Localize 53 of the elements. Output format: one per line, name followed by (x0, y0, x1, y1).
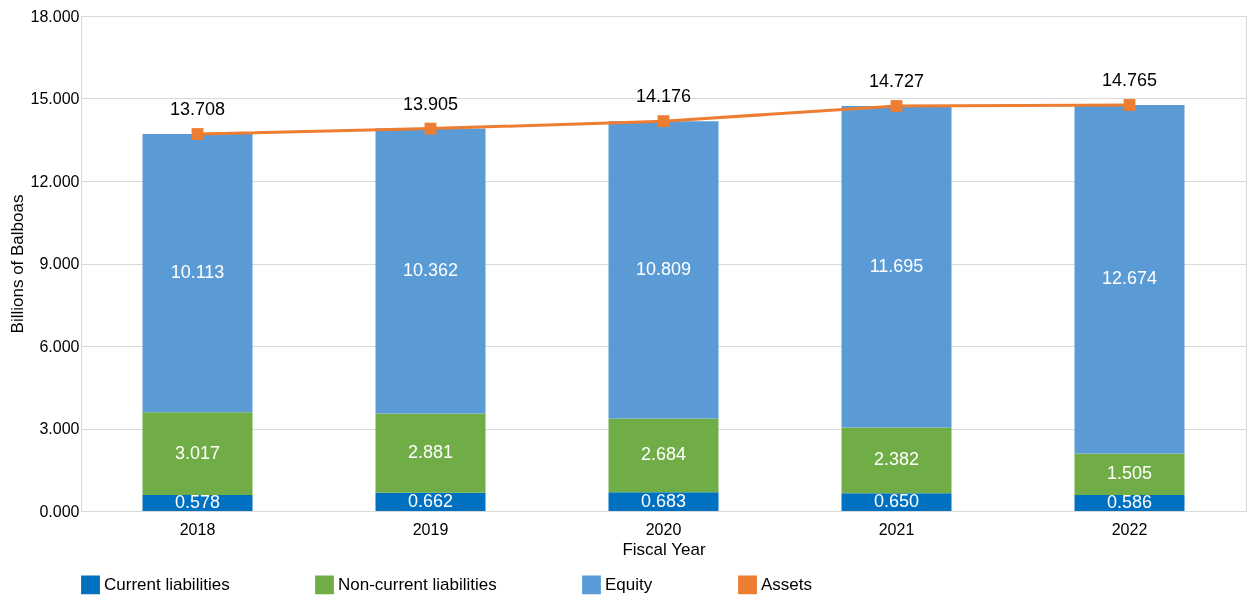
data-label: 12.674 (1101, 268, 1158, 289)
legend-label: Non-current liabilities (338, 574, 497, 594)
bar (1074, 453, 1185, 495)
point (890, 100, 903, 112)
data-label: 2.382 (873, 449, 920, 470)
data-label: 10.809 (635, 258, 692, 279)
data-label: 2.881 (407, 442, 454, 463)
x-axis-title: Fiscal Year (622, 539, 706, 559)
point (1123, 99, 1136, 111)
bar (608, 418, 719, 493)
legend-label: Equity (605, 574, 653, 594)
bar (142, 134, 253, 413)
data-label: 2.684 (640, 444, 687, 465)
bar (375, 128, 486, 414)
x-tick-label: 2022 (1111, 520, 1148, 538)
bar (608, 121, 719, 419)
data-label: 0.578 (174, 492, 221, 513)
data-label: 3.017 (174, 442, 221, 463)
data-label: 0.586 (1106, 491, 1153, 512)
data-label: 0.662 (407, 490, 454, 511)
legend-label: Assets (761, 574, 813, 594)
y-tick-label: 0.000 (39, 502, 80, 520)
x-tick-label: 2021 (878, 520, 915, 538)
data-label: 10.362 (402, 260, 459, 281)
y-tick-label: 15.000 (30, 90, 80, 107)
point (657, 115, 670, 128)
y-tick-label: 6.000 (39, 337, 80, 355)
bar (841, 106, 952, 428)
data-label: 13.905 (402, 93, 459, 114)
data-label: 1.505 (1106, 463, 1153, 484)
x-tick-label: 2018 (179, 520, 216, 538)
data-label: 13.708 (169, 99, 226, 120)
y-tick-label: 3.000 (39, 420, 80, 437)
data-label: 0.683 (640, 490, 687, 511)
bar (1074, 104, 1185, 454)
data-label: 14.727 (868, 71, 925, 92)
bar (375, 413, 486, 493)
y-axis-title: Billions of Balboas (7, 194, 27, 334)
data-label: 0.650 (873, 491, 920, 512)
data-label: 11.695 (869, 255, 924, 276)
data-label: 10.113 (170, 262, 225, 283)
x-tick-label: 2020 (645, 520, 682, 538)
y-tick-label: 12.000 (30, 172, 80, 190)
x-tick-label: 2019 (412, 520, 449, 538)
bar (841, 427, 952, 494)
data-label: 14.176 (635, 86, 692, 107)
y-tick-label: 9.000 (39, 255, 80, 272)
data-label: 14.765 (1101, 69, 1158, 90)
bar (142, 412, 253, 496)
legend-label: Current liabilities (104, 574, 230, 594)
y-tick-label: 18.000 (30, 7, 80, 25)
point (191, 128, 204, 140)
point (424, 122, 437, 135)
